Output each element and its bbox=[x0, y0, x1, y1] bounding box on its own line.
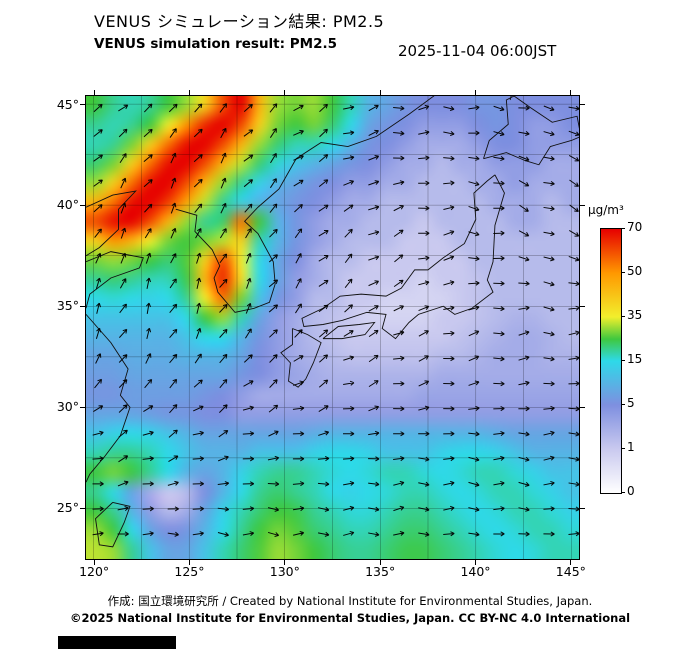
page-title-japanese: VENUS シミュレーション結果: PM2.5 bbox=[94, 12, 385, 31]
lon-tick-mark bbox=[93, 560, 95, 565]
colorbar-tick-label: 1 bbox=[627, 440, 635, 454]
lat-tick-label: 25° bbox=[56, 500, 79, 516]
lat-tick-mark bbox=[80, 305, 85, 307]
lon-tick-label: 120° bbox=[79, 564, 110, 579]
pm25-heatmap-canvas bbox=[86, 96, 579, 559]
lon-tick-mark bbox=[379, 560, 381, 565]
colorbar-tick-label: 0 bbox=[627, 484, 635, 498]
lon-tick-label: 140° bbox=[460, 564, 491, 579]
footer-credit: 作成: 国立環境研究所 / Created by National Instit… bbox=[107, 594, 593, 608]
colorbar-tick-mark bbox=[621, 227, 625, 229]
colorbar-tick-mark bbox=[621, 359, 625, 361]
lon-tick-mark bbox=[93, 90, 95, 95]
lon-tick-label: 145° bbox=[555, 564, 586, 579]
colorbar-tick-label: 15 bbox=[627, 352, 643, 366]
graticule-layer bbox=[86, 96, 579, 559]
lat-tick-label: 30° bbox=[56, 399, 79, 415]
colorbar-tick-label: 5 bbox=[627, 396, 635, 410]
colorbar-tick-mark bbox=[621, 491, 625, 493]
lon-tick-label: 125° bbox=[174, 564, 205, 579]
lon-tick-mark bbox=[188, 560, 190, 565]
lon-tick-mark bbox=[475, 90, 477, 95]
lon-tick-label: 130° bbox=[269, 564, 300, 579]
coastline-layer bbox=[86, 96, 579, 548]
map-overlay-svg bbox=[86, 96, 579, 559]
lat-tick-mark bbox=[80, 507, 85, 509]
lat-tick-mark bbox=[580, 204, 585, 206]
colorbar-tick-mark bbox=[621, 271, 625, 273]
lon-tick-label: 135° bbox=[365, 564, 396, 579]
lat-tick-mark bbox=[580, 104, 585, 106]
colorbar bbox=[600, 228, 622, 494]
lon-tick-mark bbox=[475, 560, 477, 565]
lat-tick-mark bbox=[580, 507, 585, 509]
lat-tick-mark bbox=[80, 204, 85, 206]
colorbar-unit-label: μg/m³ bbox=[588, 203, 624, 217]
wind-arrows-layer bbox=[92, 103, 579, 537]
footer-black-bar bbox=[58, 636, 176, 649]
lon-tick-mark bbox=[379, 90, 381, 95]
colorbar-tick-mark bbox=[621, 447, 625, 449]
lat-tick-mark bbox=[580, 406, 585, 408]
lon-tick-mark bbox=[284, 560, 286, 565]
lon-tick-mark bbox=[284, 90, 286, 95]
lat-tick-mark bbox=[580, 305, 585, 307]
lat-tick-mark bbox=[80, 406, 85, 408]
colorbar-tick-label: 35 bbox=[627, 308, 643, 322]
lat-tick-label: 45° bbox=[56, 96, 79, 112]
footer-license: ©2025 National Institute for Environment… bbox=[69, 611, 631, 625]
lat-tick-mark bbox=[80, 104, 85, 106]
lon-tick-mark bbox=[188, 90, 190, 95]
lon-tick-mark bbox=[570, 90, 572, 95]
simulation-timestamp: 2025-11-04 06:00JST bbox=[398, 42, 557, 60]
colorbar-tick-mark bbox=[621, 403, 625, 405]
page-title-english: VENUS simulation result: PM2.5 bbox=[94, 36, 337, 52]
map-frame bbox=[85, 95, 580, 560]
colorbar-tick-label: 70 bbox=[627, 220, 643, 234]
lat-tick-label: 40° bbox=[56, 197, 79, 213]
lat-tick-label: 35° bbox=[56, 298, 79, 314]
colorbar-tick-mark bbox=[621, 315, 625, 317]
colorbar-tick-label: 50 bbox=[627, 264, 643, 278]
lon-tick-mark bbox=[570, 560, 572, 565]
